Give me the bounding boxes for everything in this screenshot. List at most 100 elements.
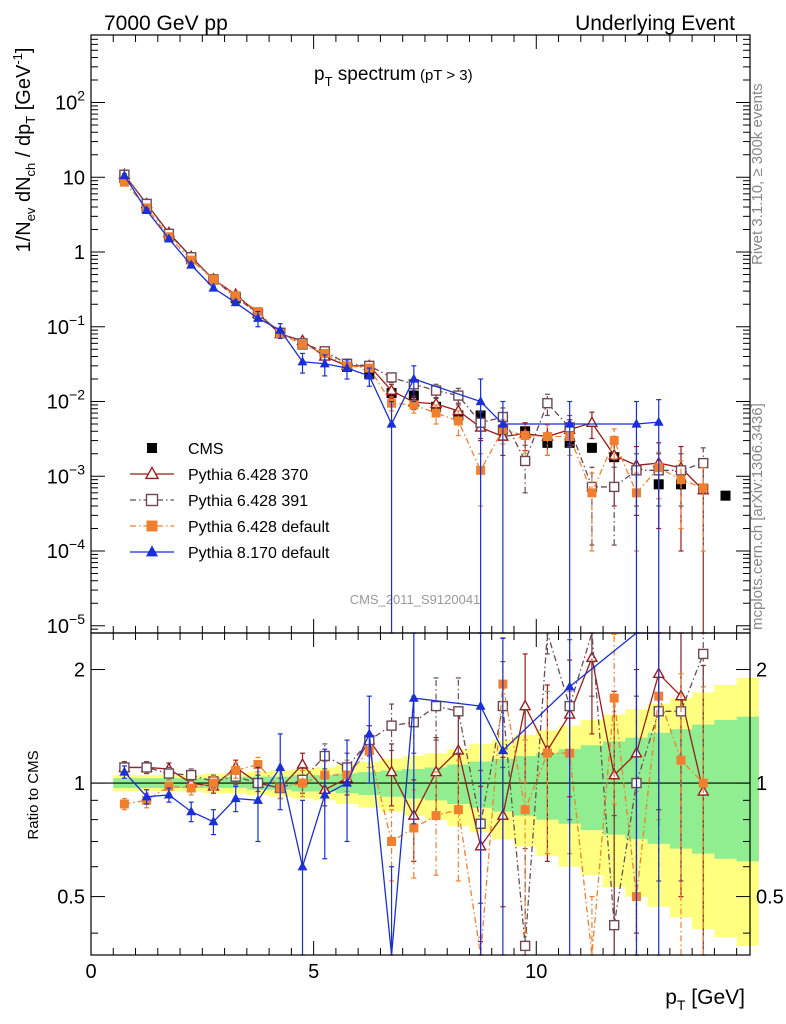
- marker-square: [431, 811, 441, 821]
- ylabel-part: [GeV: [13, 64, 35, 116]
- title-rest: spectrum: [333, 64, 416, 85]
- marker-triangle: [364, 370, 375, 380]
- marker-square: [409, 400, 419, 410]
- marker-triangle: [386, 418, 397, 428]
- xlabel-unit: [GeV]: [685, 986, 745, 1009]
- marker-triangle-open: [385, 383, 398, 395]
- marker-triangle: [230, 297, 241, 307]
- tick-exponent: −1: [69, 312, 85, 328]
- marker-triangle: [145, 545, 159, 557]
- marker-triangle: [275, 762, 286, 772]
- marker-square: [119, 177, 129, 187]
- title-small: (pT > 3): [420, 67, 473, 84]
- marker-square-open: [430, 700, 442, 712]
- chart-title: pT spectrum (pT > 3): [314, 64, 473, 89]
- ratio-frame: [90, 632, 751, 956]
- marker-square: [431, 408, 441, 418]
- marker-square-open: [145, 493, 159, 507]
- x-tick-label: 10: [525, 961, 547, 983]
- marker-triangle: [297, 861, 308, 871]
- marker-square: [320, 348, 330, 358]
- marker-triangle: [119, 170, 130, 180]
- title-sub: T: [325, 74, 333, 89]
- marker-square: [542, 748, 552, 758]
- tick-mantissa: 10: [47, 616, 69, 638]
- y-tick-label: 10−3: [47, 461, 85, 488]
- marker-triangle: [342, 777, 352, 787]
- x-tick-label: 5: [308, 961, 319, 983]
- marker-triangle: [319, 358, 330, 368]
- title-p: p: [314, 64, 325, 85]
- y-tick-label: 1: [74, 242, 85, 264]
- marker-triangle: [475, 700, 486, 710]
- ylabel-part: ev: [23, 207, 38, 221]
- marker-triangle: [497, 745, 508, 755]
- legend-entry: Pythia 6.428 370: [130, 465, 308, 484]
- mcplots-label: mcplots.cern.ch [arXiv:1306.3436]: [749, 403, 766, 630]
- marker-triangle-open: [519, 699, 532, 711]
- marker-square-open: [608, 481, 620, 493]
- marker-square: [147, 443, 157, 453]
- y-tick-label: 10: [63, 167, 85, 189]
- marker-triangle: [475, 396, 486, 406]
- marker-triangle: [208, 816, 219, 826]
- tick-exponent: −5: [69, 611, 85, 627]
- marker-square: [609, 436, 619, 446]
- xlabel-sub: T: [677, 997, 686, 1013]
- y-tick-label: 10−1: [47, 312, 85, 339]
- header-right: Underlying Event: [575, 12, 735, 35]
- ylabel-part: dN: [13, 176, 35, 207]
- marker-triangle: [119, 766, 130, 776]
- tick-exponent: 2: [77, 88, 85, 104]
- marker-square-open: [608, 919, 620, 931]
- marker-square: [298, 339, 308, 349]
- ratio-ylabel: Ratio to CMS: [25, 750, 42, 839]
- marker-square: [520, 805, 530, 815]
- tick-mantissa: 10: [47, 317, 69, 339]
- rivet-label: Rivet 3.1.10, ≥ 300k events: [749, 83, 766, 265]
- marker-triangle: [319, 789, 330, 799]
- marker-triangle: [631, 418, 642, 428]
- marker-square: [720, 490, 731, 501]
- tick-mantissa: 10: [47, 466, 69, 488]
- marker-square-open: [519, 940, 531, 952]
- y-tick-label: 102: [55, 88, 85, 115]
- series-pythia-8-170-default: [119, 632, 662, 956]
- header-left: 7000 GeV pp: [104, 12, 228, 35]
- marker-triangle: [163, 233, 174, 243]
- marker-triangle: [186, 259, 197, 269]
- ratio-tick-label-right: 0.5: [756, 887, 784, 909]
- marker-square-open: [386, 372, 397, 383]
- marker-square: [298, 778, 308, 788]
- marker-triangle: [141, 205, 152, 215]
- marker-square: [186, 783, 196, 793]
- marker-triangle-open: [585, 650, 599, 663]
- marker-triangle: [253, 312, 263, 322]
- ylabel-part: -1: [10, 53, 25, 65]
- ylabel-part: ]: [13, 48, 35, 54]
- tick-mantissa: 10: [47, 541, 69, 563]
- legend-entry: Pythia 6.428 default: [130, 519, 330, 536]
- marker-square: [208, 778, 218, 788]
- marker-square: [676, 755, 686, 765]
- marker-square-open: [386, 720, 397, 731]
- marker-square-open: [453, 706, 464, 717]
- legend-label: Pythia 6.428 370: [188, 467, 308, 484]
- y-tick-label: 10−2: [47, 387, 85, 414]
- marker-square-open: [698, 648, 709, 660]
- marker-square: [698, 778, 708, 788]
- marker-square: [586, 442, 597, 453]
- main-ylabel: 1/Nev dNch / dpT [GeV-1]: [10, 48, 38, 253]
- marker-square: [387, 836, 397, 846]
- marker-square: [542, 432, 552, 442]
- marker-triangle-open: [144, 465, 160, 480]
- x-tick-label: 0: [85, 961, 96, 983]
- marker-triangle: [297, 356, 308, 366]
- marker-square: [587, 488, 597, 498]
- series-pythia-8-170-default: [119, 170, 664, 634]
- legend-label: Pythia 6.428 default: [188, 519, 330, 536]
- marker-square-open: [519, 455, 531, 467]
- ratio-tick-label-left: 2: [74, 660, 85, 682]
